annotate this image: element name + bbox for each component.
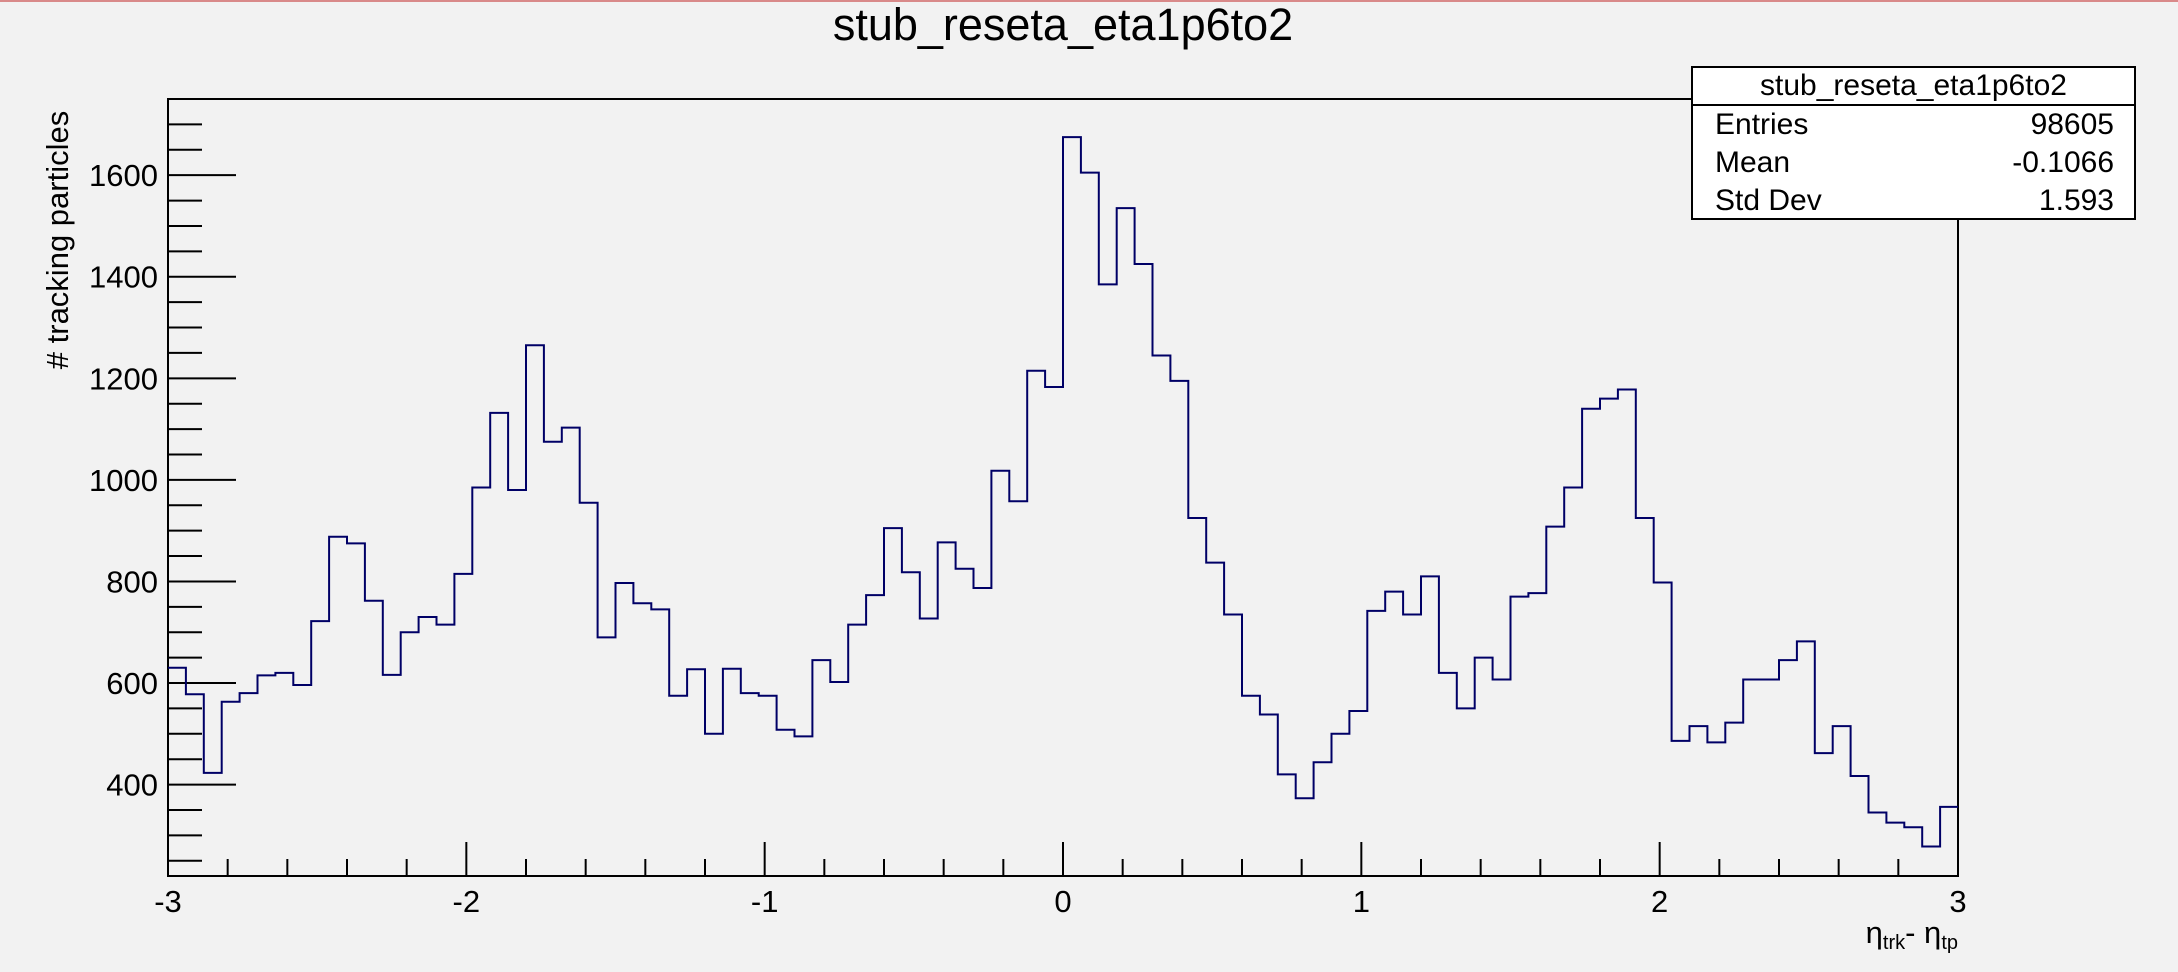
x-tick-label: -1	[751, 884, 779, 919]
y-tick-label: 1600	[89, 158, 158, 193]
stats-label: Std Dev	[1715, 184, 1822, 217]
x-label-eta1: η	[1866, 915, 1883, 950]
stats-value: 98605	[2030, 108, 2114, 141]
chart-title: stub_reseta_eta1p6to2	[833, 0, 1293, 50]
y-tick-label: 400	[106, 768, 158, 803]
stats-value: 1.593	[2038, 184, 2114, 217]
y-axis: 400 600 800 1000 1200 1400 1600	[89, 98, 236, 862]
histogram-series-line	[168, 136, 1958, 848]
stats-row-mean: Mean -0.1066	[1693, 144, 2134, 182]
x-tick-label: 0	[1054, 884, 1071, 919]
x-axis: -3 -2 -1 0 1 2 3	[154, 842, 1967, 919]
x-tick-label: -2	[453, 884, 481, 919]
stats-title: stub_reseta_eta1p6to2	[1693, 68, 2134, 106]
y-tick-label: 1200	[89, 361, 158, 396]
x-label-sub-tp: tp	[1941, 932, 1958, 954]
y-tick-label: 600	[106, 666, 158, 701]
window-top-border	[0, 0, 2178, 2]
x-axis-label: ηtrk- ηtp	[1866, 915, 1958, 954]
y-tick-label: 1000	[89, 463, 158, 498]
x-label-mid: - η	[1905, 915, 1941, 950]
stats-label: Mean	[1715, 146, 1791, 179]
stats-box: stub_reseta_eta1p6to2 Entries 98605 Mean…	[1691, 66, 2136, 220]
x-label-sub-trk: trk	[1883, 932, 1906, 954]
x-tick-label: -3	[154, 884, 182, 919]
y-axis-label: # tracking particles	[40, 111, 75, 369]
y-tick-label: 800	[106, 564, 158, 599]
stats-row-stddev: Std Dev 1.593	[1693, 182, 2134, 220]
stats-row-entries: Entries 98605	[1693, 106, 2134, 144]
x-tick-label: 1	[1353, 884, 1370, 919]
x-tick-label: 3	[1949, 884, 1966, 919]
x-tick-label: 2	[1651, 884, 1668, 919]
stats-value: -0.1066	[2012, 146, 2114, 179]
y-tick-label: 1400	[89, 260, 158, 295]
stats-label: Entries	[1715, 108, 1809, 141]
